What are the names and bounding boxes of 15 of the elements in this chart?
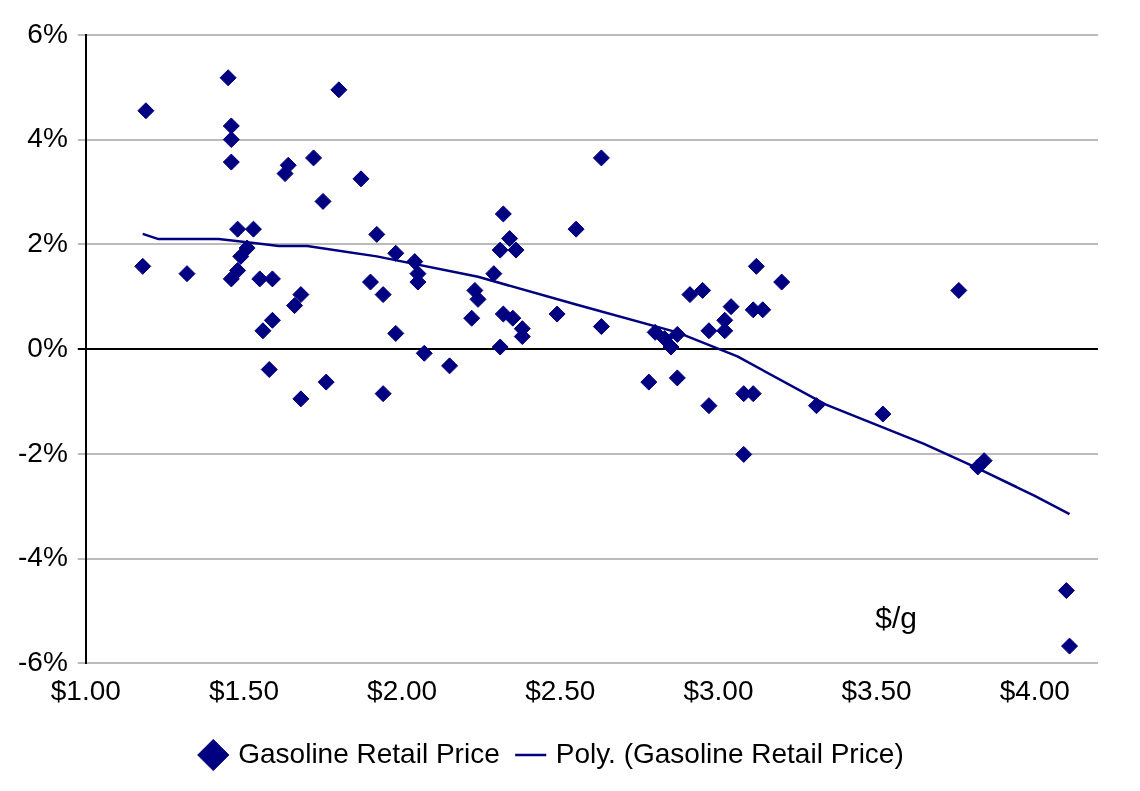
x-tick-label: $4.00	[999, 674, 1070, 706]
x-tick-label: $3.50	[841, 674, 912, 706]
legend-label: Gasoline Retail Price	[238, 737, 500, 769]
y-tick-label: 6%	[27, 17, 68, 49]
y-tick-label: -2%	[18, 436, 68, 468]
x-tick-label: $1.50	[208, 674, 279, 706]
annotation: $/g	[875, 600, 918, 634]
x-tick-label: $2.00	[367, 674, 438, 706]
y-tick-label: 0%	[27, 331, 68, 363]
x-tick-label: $3.00	[683, 674, 754, 706]
x-tick-label: $2.50	[525, 674, 596, 706]
y-tick-label: -4%	[18, 541, 68, 573]
legend-label: Poly. (Gasoline Retail Price)	[555, 737, 904, 769]
y-tick-label: 4%	[27, 122, 68, 154]
y-tick-label: 2%	[27, 227, 68, 259]
